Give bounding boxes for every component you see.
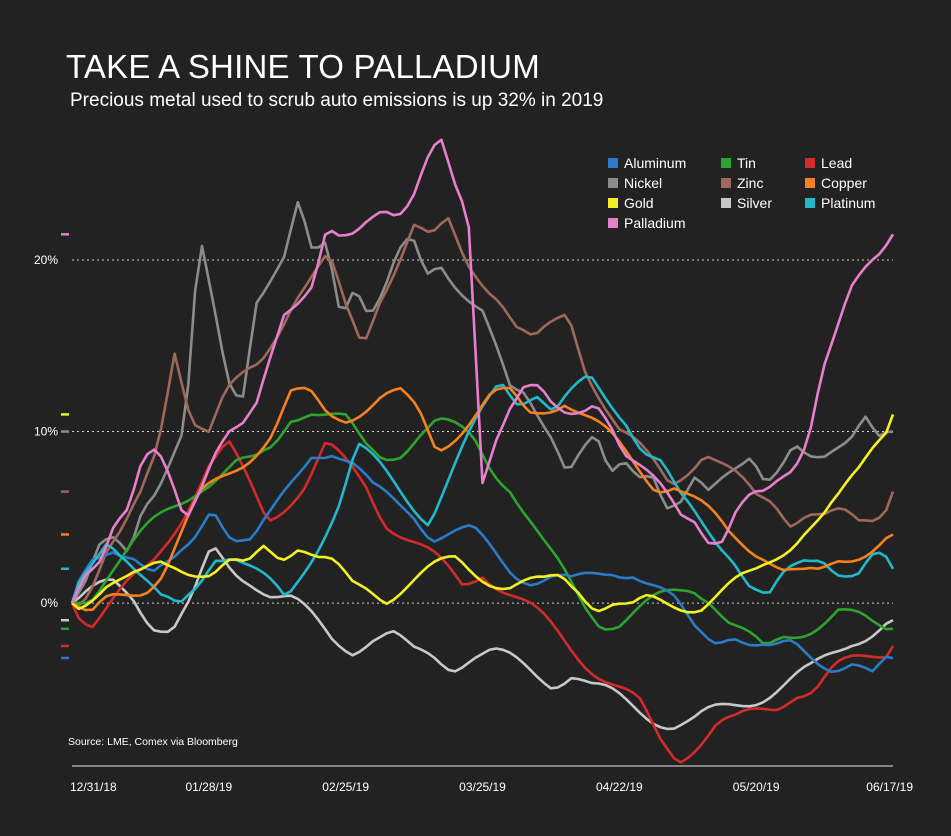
chart-subtitle: Precious metal used to scrub auto emissi…	[70, 90, 604, 111]
legend-swatch	[721, 158, 731, 168]
x-tick-label: 06/17/19	[866, 780, 913, 794]
series-line-silver	[71, 547, 894, 731]
x-tick-label: 12/31/18	[70, 780, 117, 794]
series-line-gold	[71, 413, 895, 614]
series-line-copper	[71, 386, 894, 612]
legend-label: Zinc	[737, 175, 764, 191]
legend-item-copper: Copper	[805, 175, 867, 191]
y-tick-label: 20%	[34, 253, 58, 267]
chart-title: TAKE A SHINE TO PALLADIUM	[66, 48, 540, 85]
legend-swatch	[608, 178, 618, 188]
legend-label: Silver	[737, 195, 773, 211]
x-tick-label: 01/28/19	[185, 780, 232, 794]
series-line-zinc	[71, 217, 895, 607]
legend-swatch	[805, 178, 815, 188]
legend-swatch	[721, 198, 731, 208]
y-tick-label: 0%	[41, 596, 59, 610]
x-tick-label: 02/25/19	[322, 780, 369, 794]
x-tick-label: 04/22/19	[596, 780, 643, 794]
series-line-lead	[70, 440, 895, 764]
legend-item-gold: Gold	[608, 195, 654, 211]
x-tick-label: 03/25/19	[459, 780, 506, 794]
legend-item-platinum: Platinum	[805, 195, 875, 211]
legend-item-aluminum: Aluminum	[608, 155, 686, 171]
legend-label: Platinum	[821, 195, 876, 211]
legend-item-palladium: Palladium	[608, 215, 685, 231]
legend-swatch	[608, 218, 618, 228]
legend-item-lead: Lead	[805, 155, 852, 171]
series-line-palladium	[70, 138, 895, 604]
legend-label: Tin	[737, 155, 756, 171]
legend-swatch	[608, 158, 618, 168]
y-tick-label: 10%	[34, 425, 58, 439]
legend-item-tin: Tin	[721, 155, 756, 171]
legend-swatch	[721, 178, 731, 188]
legend-label: Lead	[821, 155, 853, 171]
legend-item-zinc: Zinc	[721, 175, 763, 191]
source-note: Source: LME, Comex via Bloomberg	[68, 736, 238, 748]
legend-swatch	[805, 198, 815, 208]
legend-label: Palladium	[624, 215, 686, 231]
legend-label: Copper	[821, 175, 867, 191]
legend-swatch	[805, 158, 815, 168]
legend-swatch	[608, 198, 618, 208]
legend-label: Nickel	[624, 175, 663, 191]
legend-label: Aluminum	[624, 155, 687, 171]
legend-item-silver: Silver	[721, 195, 772, 211]
series-line-platinum	[70, 375, 895, 604]
series-line-nickel	[70, 201, 894, 604]
series-line-tin	[71, 412, 894, 645]
x-tick-label: 05/20/19	[733, 780, 780, 794]
series-line-aluminum	[70, 454, 894, 674]
legend-item-nickel: Nickel	[608, 175, 662, 191]
legend-label: Gold	[624, 195, 654, 211]
